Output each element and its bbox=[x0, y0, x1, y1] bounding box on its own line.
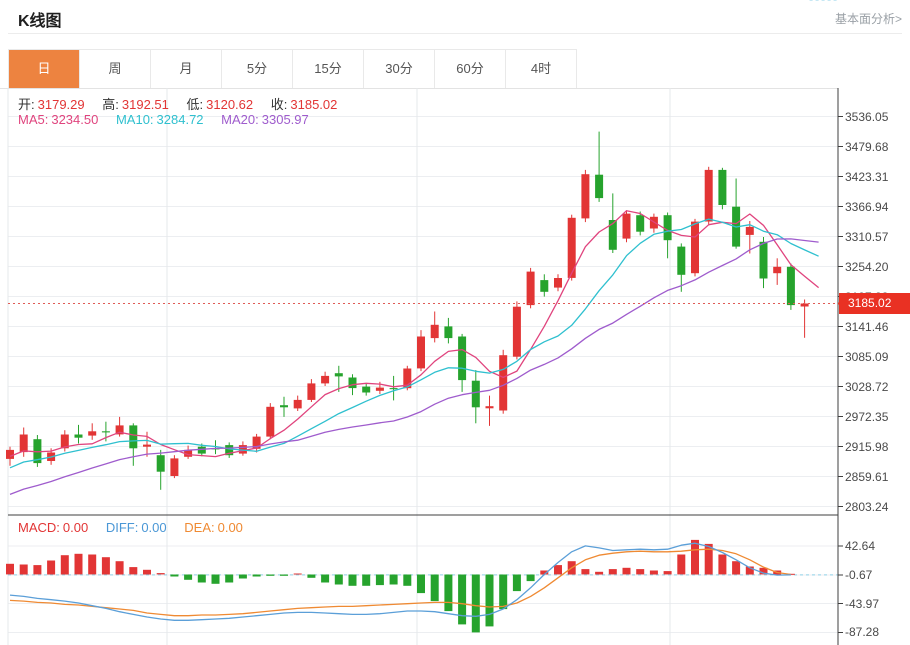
tab-周[interactable]: 周 bbox=[80, 50, 151, 88]
tab-bar-bottom-border bbox=[0, 88, 838, 89]
y-axis-label: 3423.31 bbox=[845, 170, 889, 184]
tab-4时[interactable]: 4时 bbox=[506, 50, 577, 88]
candles-group bbox=[6, 131, 809, 490]
tab-15分[interactable]: 15分 bbox=[293, 50, 364, 88]
y-axis-label: 3536.05 bbox=[845, 110, 889, 124]
y-axis-label: 3479.68 bbox=[845, 140, 889, 154]
y-axis-label: -0.67 bbox=[845, 568, 873, 582]
y-axis-label: 2915.98 bbox=[845, 440, 889, 454]
tab-30分[interactable]: 30分 bbox=[364, 50, 435, 88]
y-axis-label: 2859.61 bbox=[845, 470, 889, 484]
axis-frame bbox=[8, 88, 843, 645]
tab-60分[interactable]: 60分 bbox=[435, 50, 506, 88]
fundamental-analysis-link[interactable]: 基本面分析> bbox=[834, 12, 902, 26]
y-axis-label: 2803.24 bbox=[845, 500, 889, 514]
y-axis-label: 3141.46 bbox=[845, 320, 889, 334]
title-divider bbox=[8, 33, 902, 34]
ma5-line bbox=[9, 210, 820, 458]
ma10-line bbox=[9, 218, 819, 469]
macd-histogram bbox=[6, 539, 795, 633]
y-axis-label: -87.28 bbox=[845, 625, 880, 639]
diff-line bbox=[9, 542, 791, 621]
y-axis-label: 3366.94 bbox=[845, 200, 889, 214]
y-axis-label: 2972.35 bbox=[845, 410, 889, 424]
page-title: K线图 bbox=[18, 13, 62, 30]
tab-日[interactable]: 日 bbox=[9, 50, 80, 88]
y-axis-label: 3254.20 bbox=[845, 260, 889, 274]
ma20-line bbox=[9, 238, 819, 496]
y-axis-label: 3085.09 bbox=[845, 350, 889, 364]
y-axis-label: 42.64 bbox=[845, 539, 876, 553]
dea-line bbox=[9, 548, 791, 617]
interval-tab-bar: 日周月 5分 15分 30分 60分 4时 bbox=[8, 49, 577, 88]
y-axis-label: 3310.57 bbox=[845, 230, 889, 244]
y-axis-label: 3028.72 bbox=[845, 380, 889, 394]
current-price-tag: 3185.02 bbox=[839, 293, 910, 314]
y-axis-label: -43.97 bbox=[845, 597, 880, 611]
tab-5分[interactable]: 5分 bbox=[222, 50, 293, 88]
tab-月[interactable]: 月 bbox=[151, 50, 222, 88]
